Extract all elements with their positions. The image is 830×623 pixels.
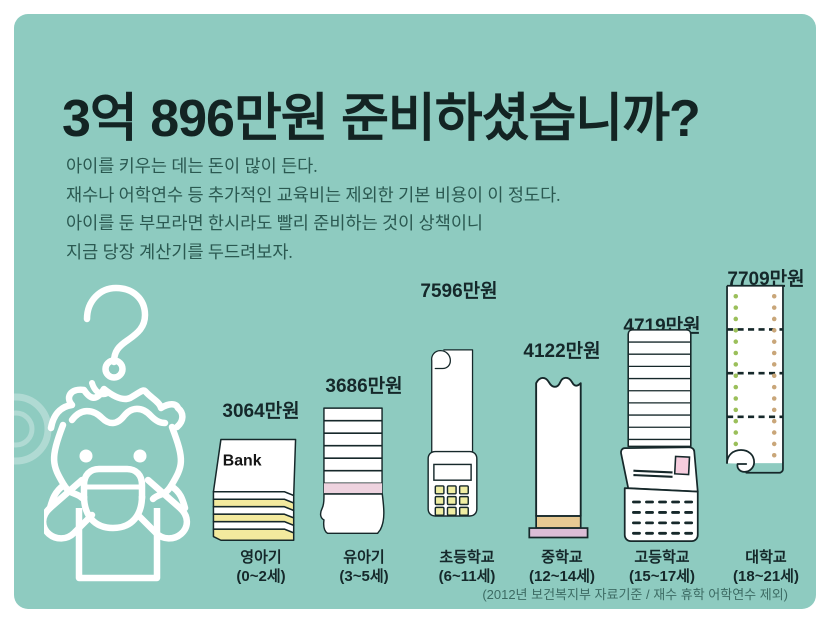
svg-text:Bank: Bank (223, 453, 262, 470)
